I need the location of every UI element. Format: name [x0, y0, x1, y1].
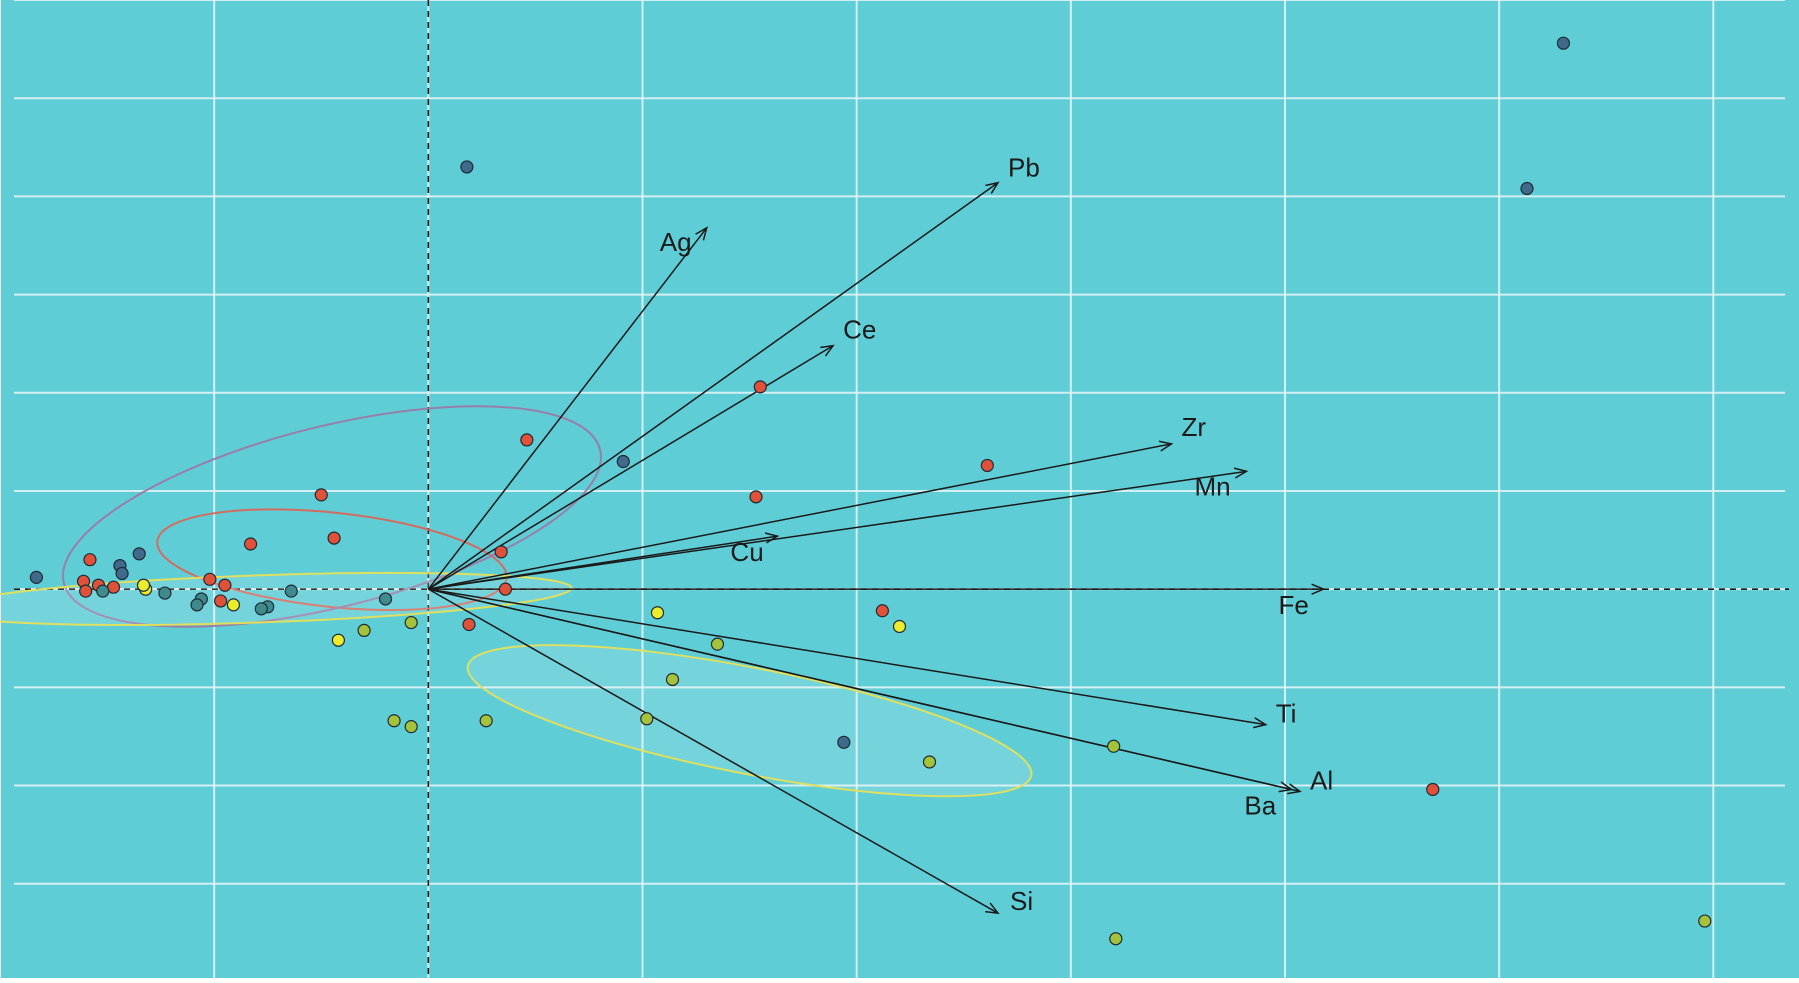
point-red [79, 584, 93, 598]
point-blue [1520, 181, 1534, 196]
point-yellow [650, 606, 665, 620]
point-olive [357, 623, 371, 637]
point-olive [1698, 914, 1712, 928]
point-teal [378, 592, 393, 606]
point-red [1426, 782, 1440, 797]
point-olive [710, 637, 725, 651]
loading-arrow-zr [428, 444, 1171, 590]
point-red [980, 458, 994, 473]
point-red [83, 553, 97, 567]
point-olive [665, 672, 680, 687]
confidence-ellipse-purple [62, 405, 602, 628]
point-olive [640, 712, 654, 726]
point-red [203, 572, 217, 586]
point-olive [479, 714, 493, 728]
point-olive [387, 714, 401, 728]
loading-label-cu: Cu [730, 537, 763, 567]
point-teal [158, 586, 172, 600]
loading-arrow-mn [428, 471, 1246, 590]
loading-label-pb: Pb [1008, 153, 1040, 183]
point-red [749, 490, 763, 504]
point-teal [284, 584, 298, 598]
point-red [213, 594, 228, 608]
point-teal [254, 602, 268, 616]
loading-label-ti: Ti [1276, 699, 1297, 729]
point-olive [922, 755, 937, 769]
point-blue [115, 566, 129, 581]
point-red [875, 604, 889, 618]
point-red [243, 537, 258, 551]
loading-label-fe: Fe [1279, 590, 1309, 620]
loading-arrow-ba [428, 588, 1291, 789]
point-blue [29, 570, 44, 584]
point-red [494, 545, 508, 559]
point-yellow [892, 619, 907, 634]
loading-arrow-ag [427, 228, 706, 590]
point-red [218, 578, 232, 592]
point-red [314, 488, 328, 502]
loading-label-si: Si [1010, 886, 1033, 916]
point-blue [837, 735, 851, 749]
point-teal [190, 598, 204, 612]
point-olive [1107, 739, 1121, 753]
loading-arrow-ti [428, 588, 1265, 725]
point-red [753, 380, 767, 394]
point-blue [1556, 36, 1571, 50]
loading-label-ba: Ba [1244, 790, 1276, 820]
point-blue [460, 160, 474, 174]
loading-label-al: Al [1310, 765, 1333, 795]
loading-label-ce: Ce [843, 315, 876, 345]
loading-arrow-si [427, 588, 998, 913]
point-olive [404, 720, 418, 734]
loading-label-zr: Zr [1181, 412, 1206, 442]
loading-arrow-cu [428, 536, 777, 590]
point-yellow [331, 633, 345, 647]
point-teal [96, 584, 110, 598]
point-red [327, 531, 341, 545]
point-red [498, 582, 513, 596]
loading-label-ag: Ag [660, 227, 692, 257]
loading-label-mn: Mn [1194, 471, 1230, 501]
point-olive [404, 615, 418, 630]
point-red [462, 617, 476, 632]
point-blue [616, 454, 630, 469]
point-blue [132, 547, 146, 561]
point-olive [1109, 932, 1123, 946]
point-yellow [226, 598, 241, 612]
loading-arrow-pb [427, 183, 998, 590]
point-red [520, 433, 534, 447]
confidence-ellipse-olive [466, 644, 1033, 798]
point-yellow [136, 578, 151, 592]
